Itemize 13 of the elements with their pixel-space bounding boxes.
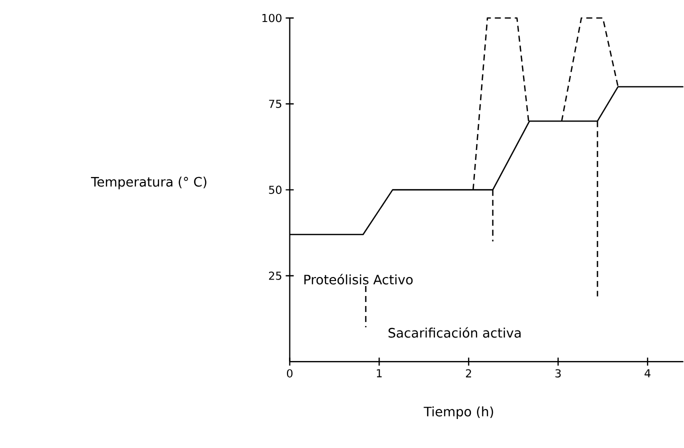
y-axis-title: Temperatura (° C) [90, 176, 206, 190]
x-axis-title: Tiempo (h) [424, 406, 494, 420]
y-tick-label: 50 [269, 186, 282, 194]
y-tick-label: 25 [269, 272, 282, 280]
annotation: Sacarificación activa [388, 327, 521, 338]
x-tick-label: 2 [466, 369, 472, 378]
x-tick-label: 0 [286, 369, 292, 378]
x-tick-label: 3 [555, 369, 561, 378]
y-tick-label: 100 [262, 14, 282, 22]
x-tick-label: 4 [644, 369, 650, 378]
y-tick-label: 75 [269, 100, 282, 108]
annotation: Proteólisis Activo [304, 274, 413, 285]
x-tick-label: 1 [376, 369, 382, 378]
